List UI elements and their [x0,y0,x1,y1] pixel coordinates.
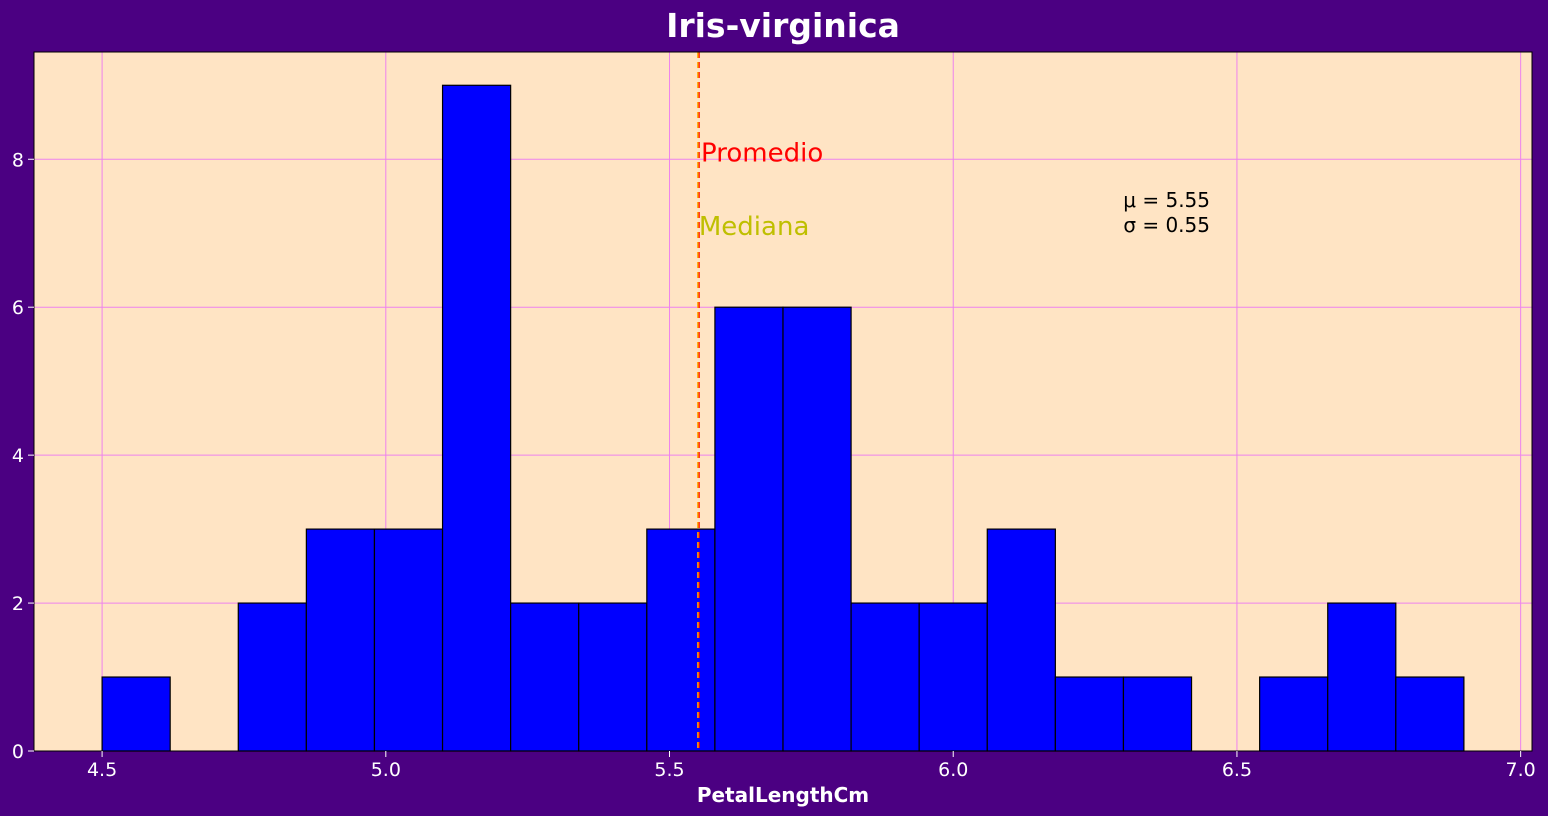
histogram-bar [1395,676,1465,752]
histogram-bar [986,528,1056,752]
sigma-stat-text: σ = 0.55 [1123,213,1210,237]
x-axis-label: PetalLengthCm [697,783,869,807]
x-tick-label: 6.0 [938,759,968,781]
y-tick-label: 0 [12,741,24,763]
mean-annotation: Promedio [701,138,823,168]
x-tick-label: 6.5 [1222,759,1252,781]
y-tick-label: 8 [12,149,24,171]
histogram-bar [1054,676,1125,752]
x-tick-label: 5.5 [654,759,684,781]
y-tick-label: 4 [12,445,24,467]
x-tick-label: 4.5 [87,759,117,781]
mu-stat-text: μ = 5.55 [1123,188,1210,212]
histogram-bar [918,602,988,752]
histogram-bars [101,84,1465,752]
histogram-bar [305,528,376,752]
y-tick-label: 6 [12,297,24,319]
plot-frame [33,51,1533,752]
histogram-bar [1122,676,1193,752]
histogram-bar [850,602,920,752]
reference-lines [697,52,700,751]
histogram-bar [373,528,444,752]
histogram-bar [714,306,784,752]
chart-title: Iris-virginica [666,6,900,45]
x-tick-label: 7.0 [1506,759,1536,781]
axis-ticks: 4.5 5.0 5.5 6.0 6.5 7.0 0 2 4 6 8 [12,149,1536,781]
median-annotation: Mediana [699,212,810,242]
histogram-bar [510,602,580,752]
y-tick-label: 2 [12,593,24,615]
histogram-bar [1327,602,1397,752]
x-tick-label: 5.0 [371,759,401,781]
histogram-bar [646,528,716,752]
histogram-bar [237,602,307,752]
histogram-bar [578,602,648,752]
histogram-bar [101,676,171,752]
histogram-bar [441,84,512,752]
histogram-bar [782,306,852,752]
histogram-bar [1259,676,1329,752]
